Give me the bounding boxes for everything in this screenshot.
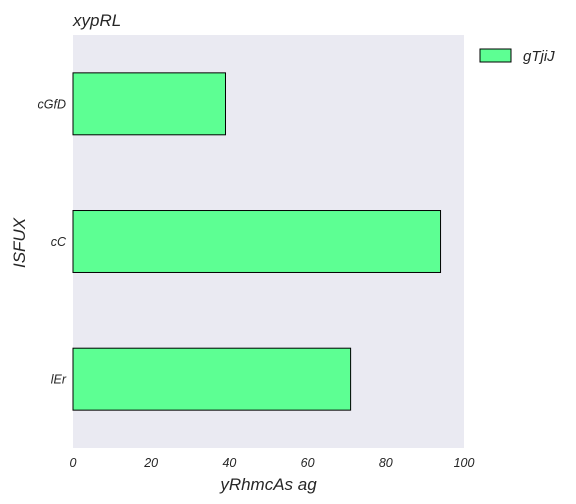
x-axis-label: yRhmcAs ag xyxy=(219,475,317,494)
x-tick-labels: 0 20 40 60 80 100 xyxy=(70,456,475,470)
y-tick-label-cGfD: cGfD xyxy=(38,97,66,111)
x-tick-label-20: 20 xyxy=(143,456,158,470)
legend: gTjiJ xyxy=(479,48,555,65)
legend-swatch xyxy=(479,48,512,63)
chart-title: xypRL xyxy=(72,11,121,30)
bar-lEr xyxy=(72,347,352,411)
x-tick-label-80: 80 xyxy=(379,456,393,470)
x-tick-label-100: 100 xyxy=(454,456,475,470)
bar-cGfD xyxy=(72,72,226,136)
bars-group xyxy=(72,72,442,411)
y-tick-label-cC: cC xyxy=(51,235,67,249)
x-tick-label-0: 0 xyxy=(70,456,77,470)
y-tick-label-lEr: lEr xyxy=(51,373,67,387)
y-axis-label: ISFUX xyxy=(10,217,29,268)
y-tick-labels: cGfD cC lEr xyxy=(38,97,67,386)
legend-label: gTjiJ xyxy=(523,48,555,65)
x-tick-label-40: 40 xyxy=(222,456,236,470)
x-tick-label-60: 60 xyxy=(301,456,315,470)
bar-cC xyxy=(72,210,442,273)
